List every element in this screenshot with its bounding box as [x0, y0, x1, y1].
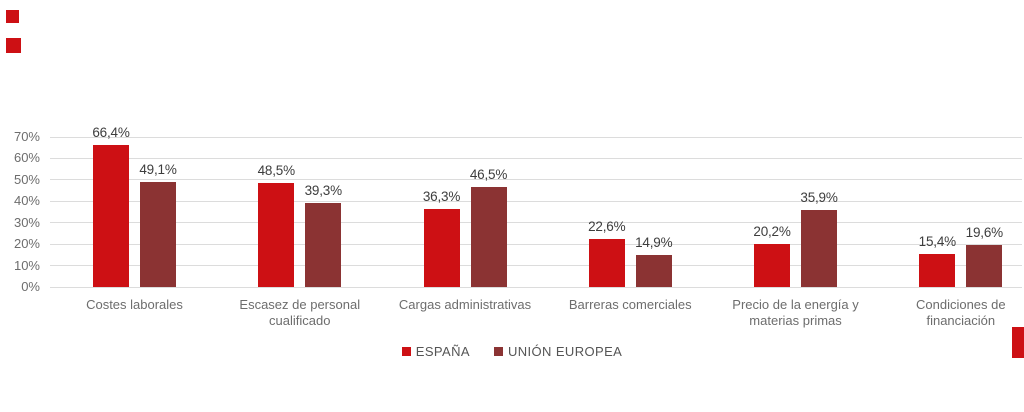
- bar-espana-3: [423, 209, 460, 287]
- decor-red-square-top-left-1: [6, 10, 19, 23]
- grid-line-70: [50, 136, 1022, 138]
- y-axis-tick-label: 40%: [13, 193, 40, 209]
- value-label-ue-1: 49,1%: [139, 162, 177, 177]
- grid-line-60: [50, 157, 1022, 159]
- bar-espana-6: [919, 254, 956, 287]
- grid-line-40: [50, 200, 1022, 202]
- bar-espana-1: [93, 145, 129, 287]
- bar-espana-5: [754, 244, 791, 287]
- category-label-2: Escasez de personal cualificado: [239, 297, 361, 328]
- grid-line-10: [50, 265, 1022, 267]
- decor-red-square-top-left-2: [6, 38, 21, 53]
- grid-line-20: [50, 243, 1022, 245]
- category-label-1: Costes laborales: [86, 297, 183, 312]
- grid-line-50: [50, 179, 1022, 181]
- y-axis-tick-label: 70%: [13, 129, 40, 144]
- bar-ue-3: [470, 187, 507, 287]
- bar-espana-2: [258, 183, 295, 287]
- value-label-ue-3: 46,5%: [469, 167, 508, 182]
- y-axis-tick-label: 50%: [13, 171, 40, 187]
- legend-item-espana: ESPAÑA: [401, 344, 470, 359]
- legend-swatch-icon: [493, 347, 503, 356]
- legend-label: ESPAÑA: [415, 344, 470, 359]
- grid-line-30: [50, 222, 1022, 224]
- legend-label: UNIÓN EUROPEA: [507, 344, 623, 359]
- bar-ue-5: [801, 210, 838, 287]
- legend-swatch-icon: [401, 347, 411, 356]
- value-label-espana-5: 20,2%: [753, 224, 791, 239]
- y-axis-tick-label: 20%: [13, 236, 40, 252]
- decor-red-square-right-edge: [1012, 327, 1024, 358]
- value-label-espana-6: 15,4%: [918, 234, 956, 249]
- value-label-ue-2: 39,3%: [304, 183, 342, 198]
- value-label-espana-1: 66,4%: [92, 125, 130, 140]
- category-label-4: Barreras comerciales: [568, 297, 692, 312]
- chart-legend: ESPAÑA UNIÓN EUROPEA: [0, 344, 1024, 359]
- y-axis-tick-label: 60%: [13, 150, 40, 166]
- y-axis-tick-label: 30%: [13, 214, 40, 230]
- value-label-espana-4: 22,6%: [588, 219, 626, 234]
- category-label-6: Condiciones de financiación: [915, 297, 1006, 328]
- bar-ue-4: [635, 255, 672, 287]
- value-label-ue-4: 14,9%: [635, 235, 673, 250]
- category-label-5: Precio de la energía y materias primas: [732, 297, 859, 328]
- bar-espana-4: [588, 239, 625, 287]
- value-label-espana-3: 36,3%: [422, 189, 461, 204]
- grid-line-0: [50, 286, 1022, 288]
- value-label-ue-6: 19,6%: [965, 225, 1003, 240]
- category-label-3: Cargas administrativas: [398, 297, 532, 312]
- legend-item-union-europea: UNIÓN EUROPEA: [493, 344, 623, 359]
- bar-ue-2: [305, 203, 342, 287]
- value-label-ue-5: 35,9%: [800, 190, 838, 205]
- bar-ue-1: [140, 182, 176, 287]
- y-axis-tick-label: 10%: [13, 257, 40, 273]
- y-axis-tick-label: 0%: [21, 279, 40, 294]
- value-label-espana-2: 48,5%: [257, 163, 295, 178]
- bar-ue-6: [966, 245, 1003, 287]
